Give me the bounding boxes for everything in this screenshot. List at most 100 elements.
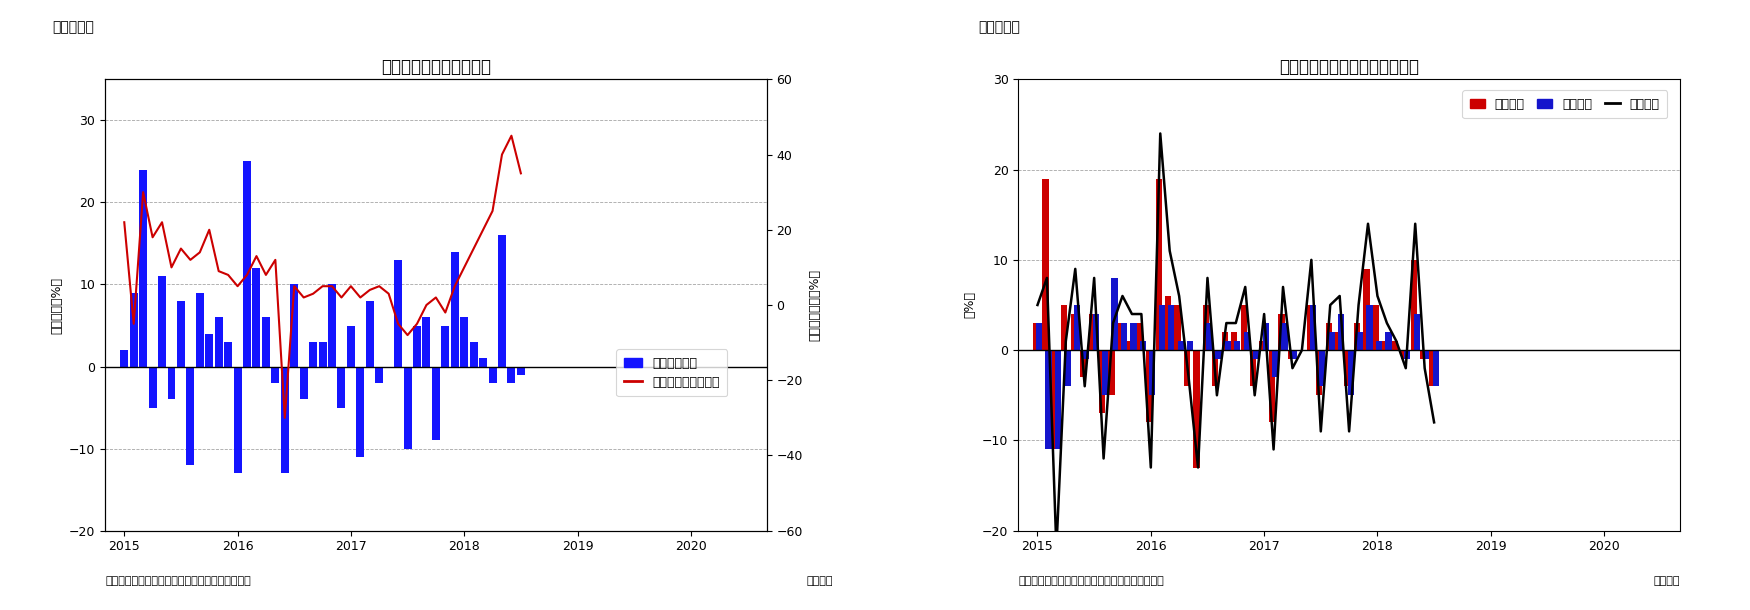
Bar — [1166, 296, 1171, 350]
Bar — [1363, 269, 1370, 350]
Bar — [215, 317, 222, 367]
Bar — [177, 301, 185, 367]
Bar — [1055, 350, 1060, 450]
Text: （図表４）: （図表４） — [978, 21, 1020, 35]
Bar — [1356, 332, 1363, 350]
Bar — [1307, 305, 1312, 350]
Bar — [1127, 341, 1134, 350]
Bar — [1292, 350, 1297, 359]
Bar — [130, 293, 138, 367]
Bar — [1036, 323, 1043, 350]
Bar — [205, 334, 213, 367]
Bar — [1206, 323, 1213, 350]
Bar — [1064, 350, 1071, 386]
Y-axis label: （%）: （%） — [964, 292, 977, 318]
Bar — [394, 260, 402, 367]
Bar — [1102, 350, 1108, 395]
Bar — [1032, 323, 1040, 350]
Bar — [1250, 350, 1256, 386]
Bar — [1339, 314, 1344, 350]
Bar — [327, 284, 336, 367]
Title: 住宅着工件数（伸び率）: 住宅着工件数（伸び率） — [382, 59, 492, 76]
Bar — [1335, 332, 1340, 350]
Bar — [1108, 350, 1115, 395]
Bar — [1419, 350, 1426, 359]
Bar — [1320, 350, 1325, 386]
Bar — [318, 342, 327, 367]
Bar — [1272, 350, 1278, 377]
Bar — [1083, 350, 1090, 359]
Bar — [357, 367, 364, 457]
Text: （月次）: （月次） — [1654, 576, 1680, 586]
Bar — [1325, 323, 1332, 350]
Bar — [299, 367, 308, 400]
Bar — [1092, 314, 1099, 350]
Bar — [1386, 332, 1391, 350]
Bar — [1045, 350, 1052, 450]
Bar — [1262, 323, 1269, 350]
Bar — [1414, 314, 1419, 350]
Bar — [1146, 350, 1152, 422]
Bar — [516, 367, 525, 375]
Bar — [413, 326, 422, 367]
Bar — [1404, 350, 1410, 359]
Bar — [1060, 305, 1068, 350]
Bar — [432, 367, 439, 440]
Bar — [196, 293, 203, 367]
Bar — [1234, 341, 1241, 350]
Bar — [1052, 350, 1059, 450]
Bar — [1391, 341, 1398, 350]
Bar — [290, 284, 298, 367]
Bar — [422, 317, 430, 367]
Text: （資料）センサス局よりニッセイ基礎研究所作成: （資料）センサス局よりニッセイ基礎研究所作成 — [105, 576, 250, 586]
Bar — [460, 317, 469, 367]
Bar — [469, 342, 478, 367]
Bar — [1169, 305, 1174, 350]
Bar — [140, 170, 147, 367]
Bar — [1080, 350, 1087, 377]
Bar — [1122, 323, 1127, 350]
Bar — [1186, 341, 1194, 350]
Bar — [262, 317, 270, 367]
Bar — [1402, 350, 1407, 359]
Bar — [1372, 305, 1379, 350]
Bar — [1158, 305, 1166, 350]
Bar — [1138, 323, 1143, 350]
Bar — [1118, 323, 1124, 350]
Bar — [1214, 350, 1222, 359]
Bar — [1241, 305, 1246, 350]
Bar — [452, 252, 458, 367]
Bar — [1150, 350, 1155, 395]
Bar — [1099, 350, 1106, 414]
Bar — [404, 367, 411, 448]
Bar — [1232, 332, 1237, 350]
Bar — [1382, 341, 1388, 350]
Bar — [1213, 350, 1218, 386]
Title: 住宅着工件数前月比（寄与度）: 住宅着工件数前月比（寄与度） — [1279, 59, 1419, 76]
Bar — [366, 301, 374, 367]
Bar — [1278, 314, 1284, 350]
Text: （資料）センサス局よりニッセイ基礎研究所作成: （資料）センサス局よりニッセイ基礎研究所作成 — [1018, 576, 1164, 586]
Bar — [1178, 341, 1183, 350]
Bar — [224, 342, 233, 367]
Bar — [1090, 314, 1096, 350]
Bar — [158, 276, 166, 367]
Bar — [243, 162, 250, 367]
Bar — [187, 367, 194, 465]
Bar — [1222, 332, 1228, 350]
Bar — [1348, 350, 1354, 395]
Bar — [1111, 278, 1118, 350]
Bar — [1328, 332, 1335, 350]
Bar — [271, 367, 280, 383]
Text: （月次）: （月次） — [807, 576, 833, 586]
Bar — [374, 367, 383, 383]
Bar — [1344, 350, 1351, 386]
Bar — [1202, 305, 1209, 350]
Bar — [121, 350, 128, 367]
Bar — [310, 342, 317, 367]
Legend: 季調済前月比, 前年同月比（右軸）: 季調済前月比, 前年同月比（右軸） — [616, 349, 728, 396]
Bar — [1288, 350, 1293, 359]
Bar — [1316, 350, 1323, 395]
Bar — [1185, 350, 1190, 386]
Bar — [1269, 350, 1276, 422]
